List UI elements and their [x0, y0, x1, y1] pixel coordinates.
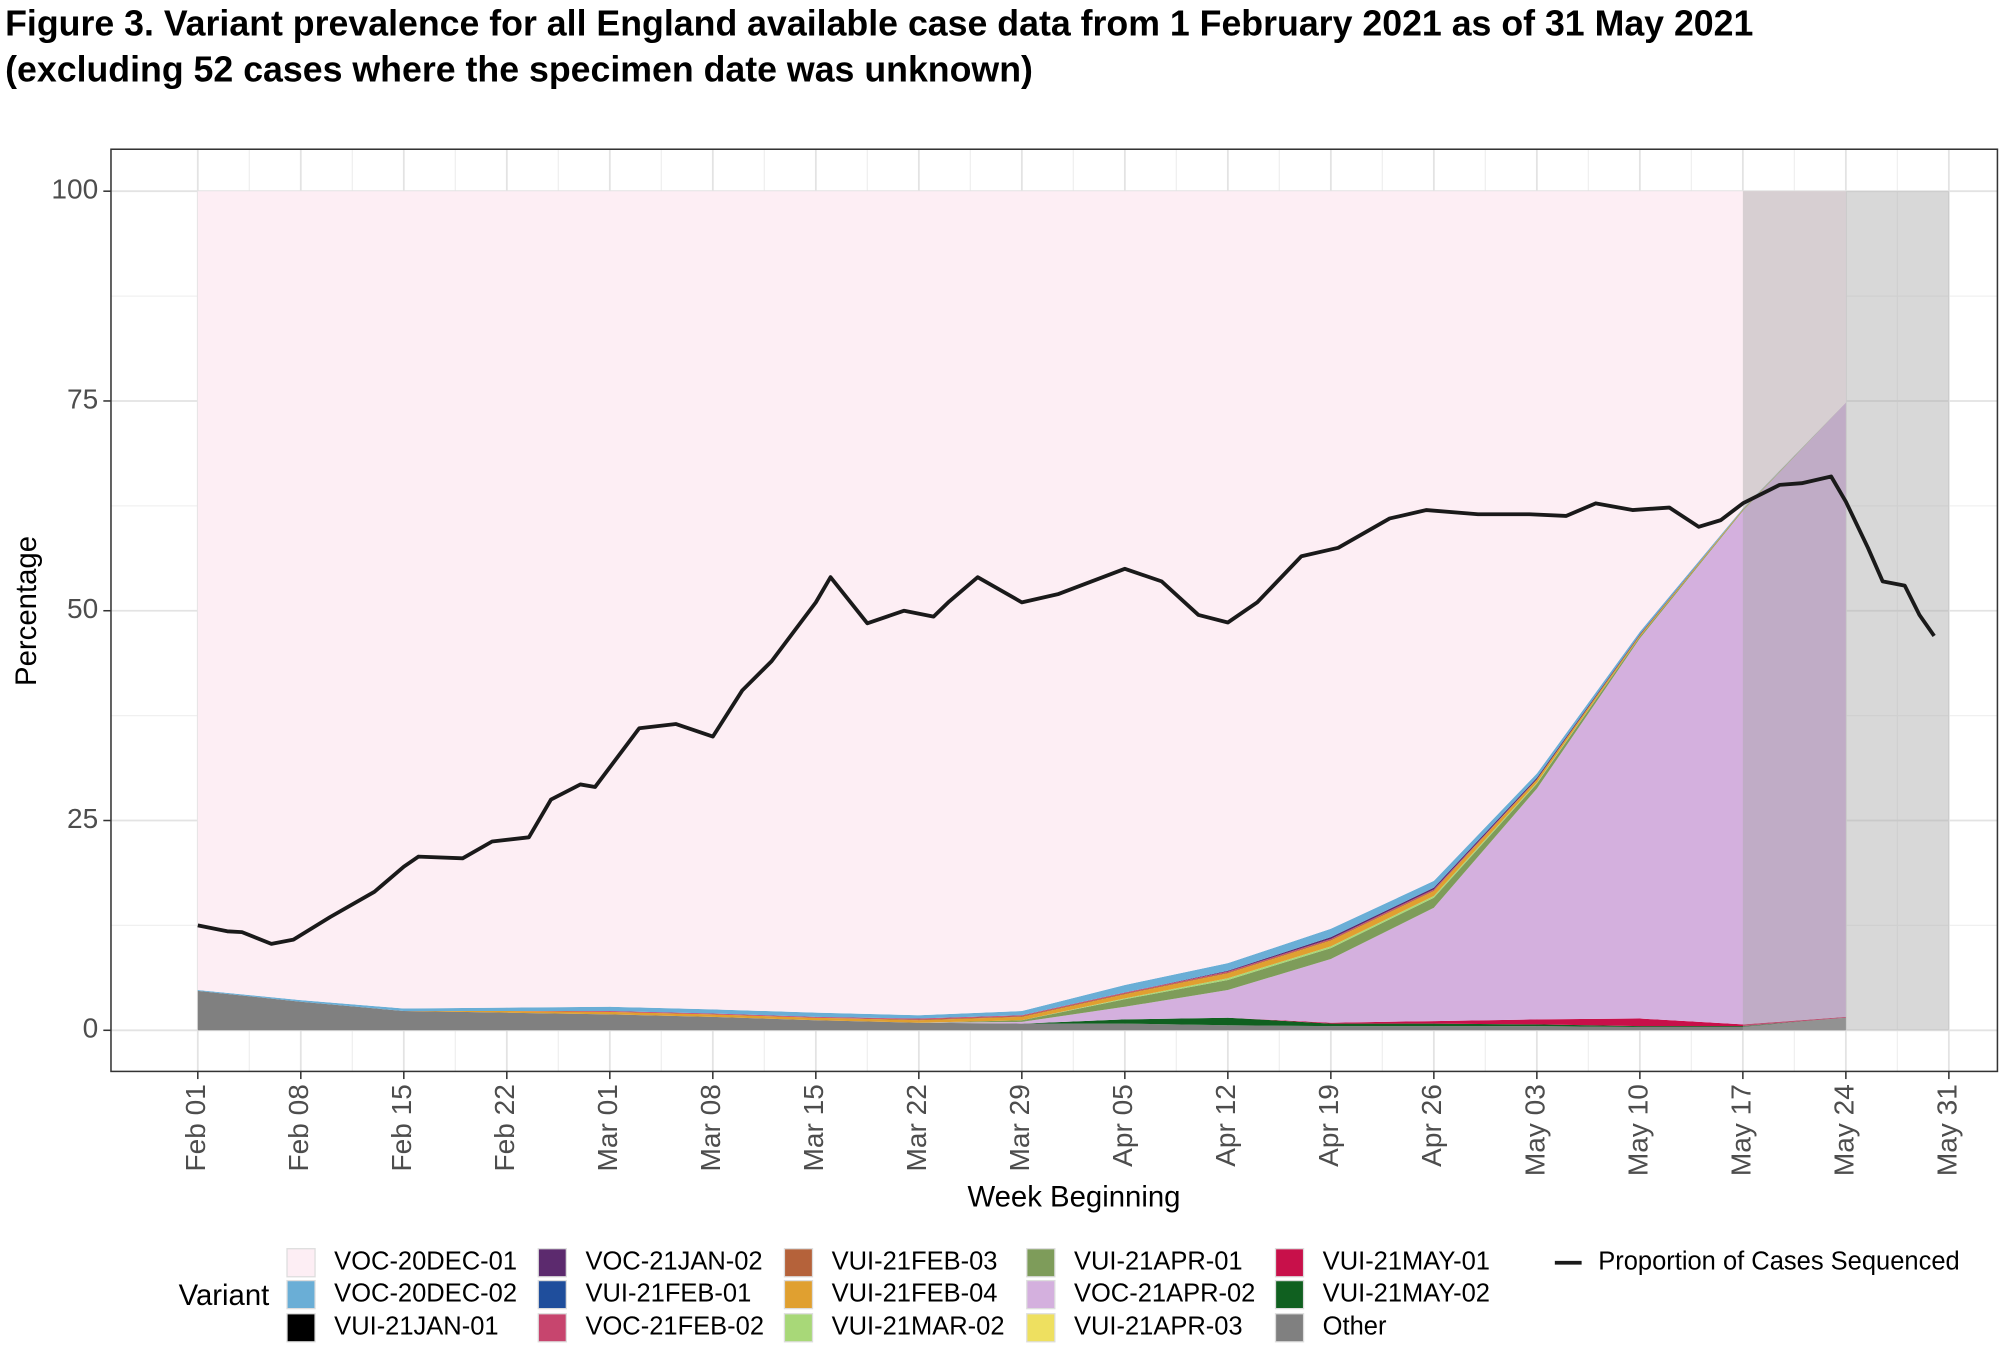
x-tick-label: Mar 01	[592, 1084, 623, 1171]
legend-title: Variant	[179, 1279, 270, 1312]
legend-key	[286, 1279, 316, 1310]
legend-key	[537, 1248, 567, 1278]
x-tick-label: May 24	[1828, 1084, 1859, 1176]
legend-label: VUI-21MAY-02	[1323, 1279, 1490, 1307]
legend-label: VUI-21MAY-01	[1323, 1247, 1490, 1275]
legend-key	[1274, 1248, 1305, 1278]
legend-label: Proportion of Cases Sequenced	[1598, 1247, 1959, 1275]
y-tick-label: 100	[51, 174, 98, 205]
shaded-range	[1742, 191, 1846, 1031]
x-tick-label: Mar 22	[901, 1084, 932, 1171]
y-tick-label: 25	[67, 803, 98, 834]
legend-label: VOC-21APR-02	[1074, 1279, 1255, 1307]
area	[197, 990, 1846, 1031]
legend-key	[1026, 1248, 1056, 1278]
y-tick-label: 0	[83, 1013, 99, 1044]
x-tick-label: Apr 05	[1107, 1084, 1138, 1167]
x-axis-label: Week Beginning	[967, 1181, 1180, 1214]
x-tick-label: Feb 15	[386, 1084, 417, 1171]
y-axis-label: Percentage	[10, 536, 43, 686]
x-tick-label: Mar 15	[798, 1084, 829, 1171]
x-tick-label: May 03	[1519, 1084, 1550, 1176]
x-tick-label: Apr 19	[1313, 1084, 1344, 1167]
y-tick-label: 50	[67, 593, 98, 624]
legend-key	[537, 1313, 567, 1343]
legend-label: Other	[1323, 1313, 1387, 1341]
x-tick-label: May 17	[1725, 1084, 1756, 1176]
x-tick-label: Feb 08	[283, 1084, 314, 1171]
area	[197, 990, 1846, 1027]
x-tick-label: Feb 22	[489, 1084, 520, 1171]
x-tick-label: Mar 29	[1004, 1084, 1035, 1171]
legend-label: VOC-21JAN-02	[585, 1247, 762, 1275]
x-tick-label: Feb 01	[180, 1084, 211, 1171]
legend-key	[537, 1279, 567, 1310]
legend-label: VUI-21APR-03	[1074, 1313, 1243, 1341]
legend-label: VUI-21FEB-03	[832, 1247, 998, 1275]
x-tick-label: Apr 12	[1210, 1084, 1241, 1167]
legend-key	[1274, 1279, 1305, 1310]
legend-key	[783, 1248, 814, 1278]
legend-key	[1274, 1313, 1305, 1343]
shaded-range	[1845, 191, 1949, 1031]
legend-key	[1026, 1313, 1056, 1343]
x-tick-label: Mar 08	[695, 1084, 726, 1171]
legend-key	[286, 1248, 316, 1278]
x-tick-label: May 31	[1931, 1084, 1962, 1176]
x-tick-label: May 10	[1622, 1084, 1653, 1176]
legend-key	[783, 1279, 814, 1310]
chart-title: Figure 3. Variant prevalence for all Eng…	[5, 4, 1753, 44]
legend-label: VUI-21MAR-02	[832, 1313, 1005, 1341]
legend-label: VUI-21FEB-04	[832, 1279, 998, 1307]
legend-label: VUI-21JAN-01	[334, 1313, 498, 1341]
legend-label: VOC-20DEC-01	[334, 1247, 517, 1275]
y-tick-label: 75	[67, 383, 98, 414]
proportion-line	[197, 474, 1936, 946]
chart-subtitle: (excluding 52 cases where the specimen d…	[5, 50, 1033, 90]
x-tick-label: Apr 26	[1416, 1084, 1447, 1167]
legend-label: VOC-21FEB-02	[585, 1313, 764, 1341]
legend-key	[286, 1313, 316, 1343]
area	[197, 402, 1846, 1025]
legend-label: VOC-20DEC-02	[334, 1279, 517, 1307]
legend-label: VUI-21FEB-01	[585, 1279, 751, 1307]
legend-key	[783, 1313, 814, 1343]
legend-key	[1026, 1279, 1056, 1310]
legend-label: VUI-21APR-01	[1074, 1247, 1243, 1275]
